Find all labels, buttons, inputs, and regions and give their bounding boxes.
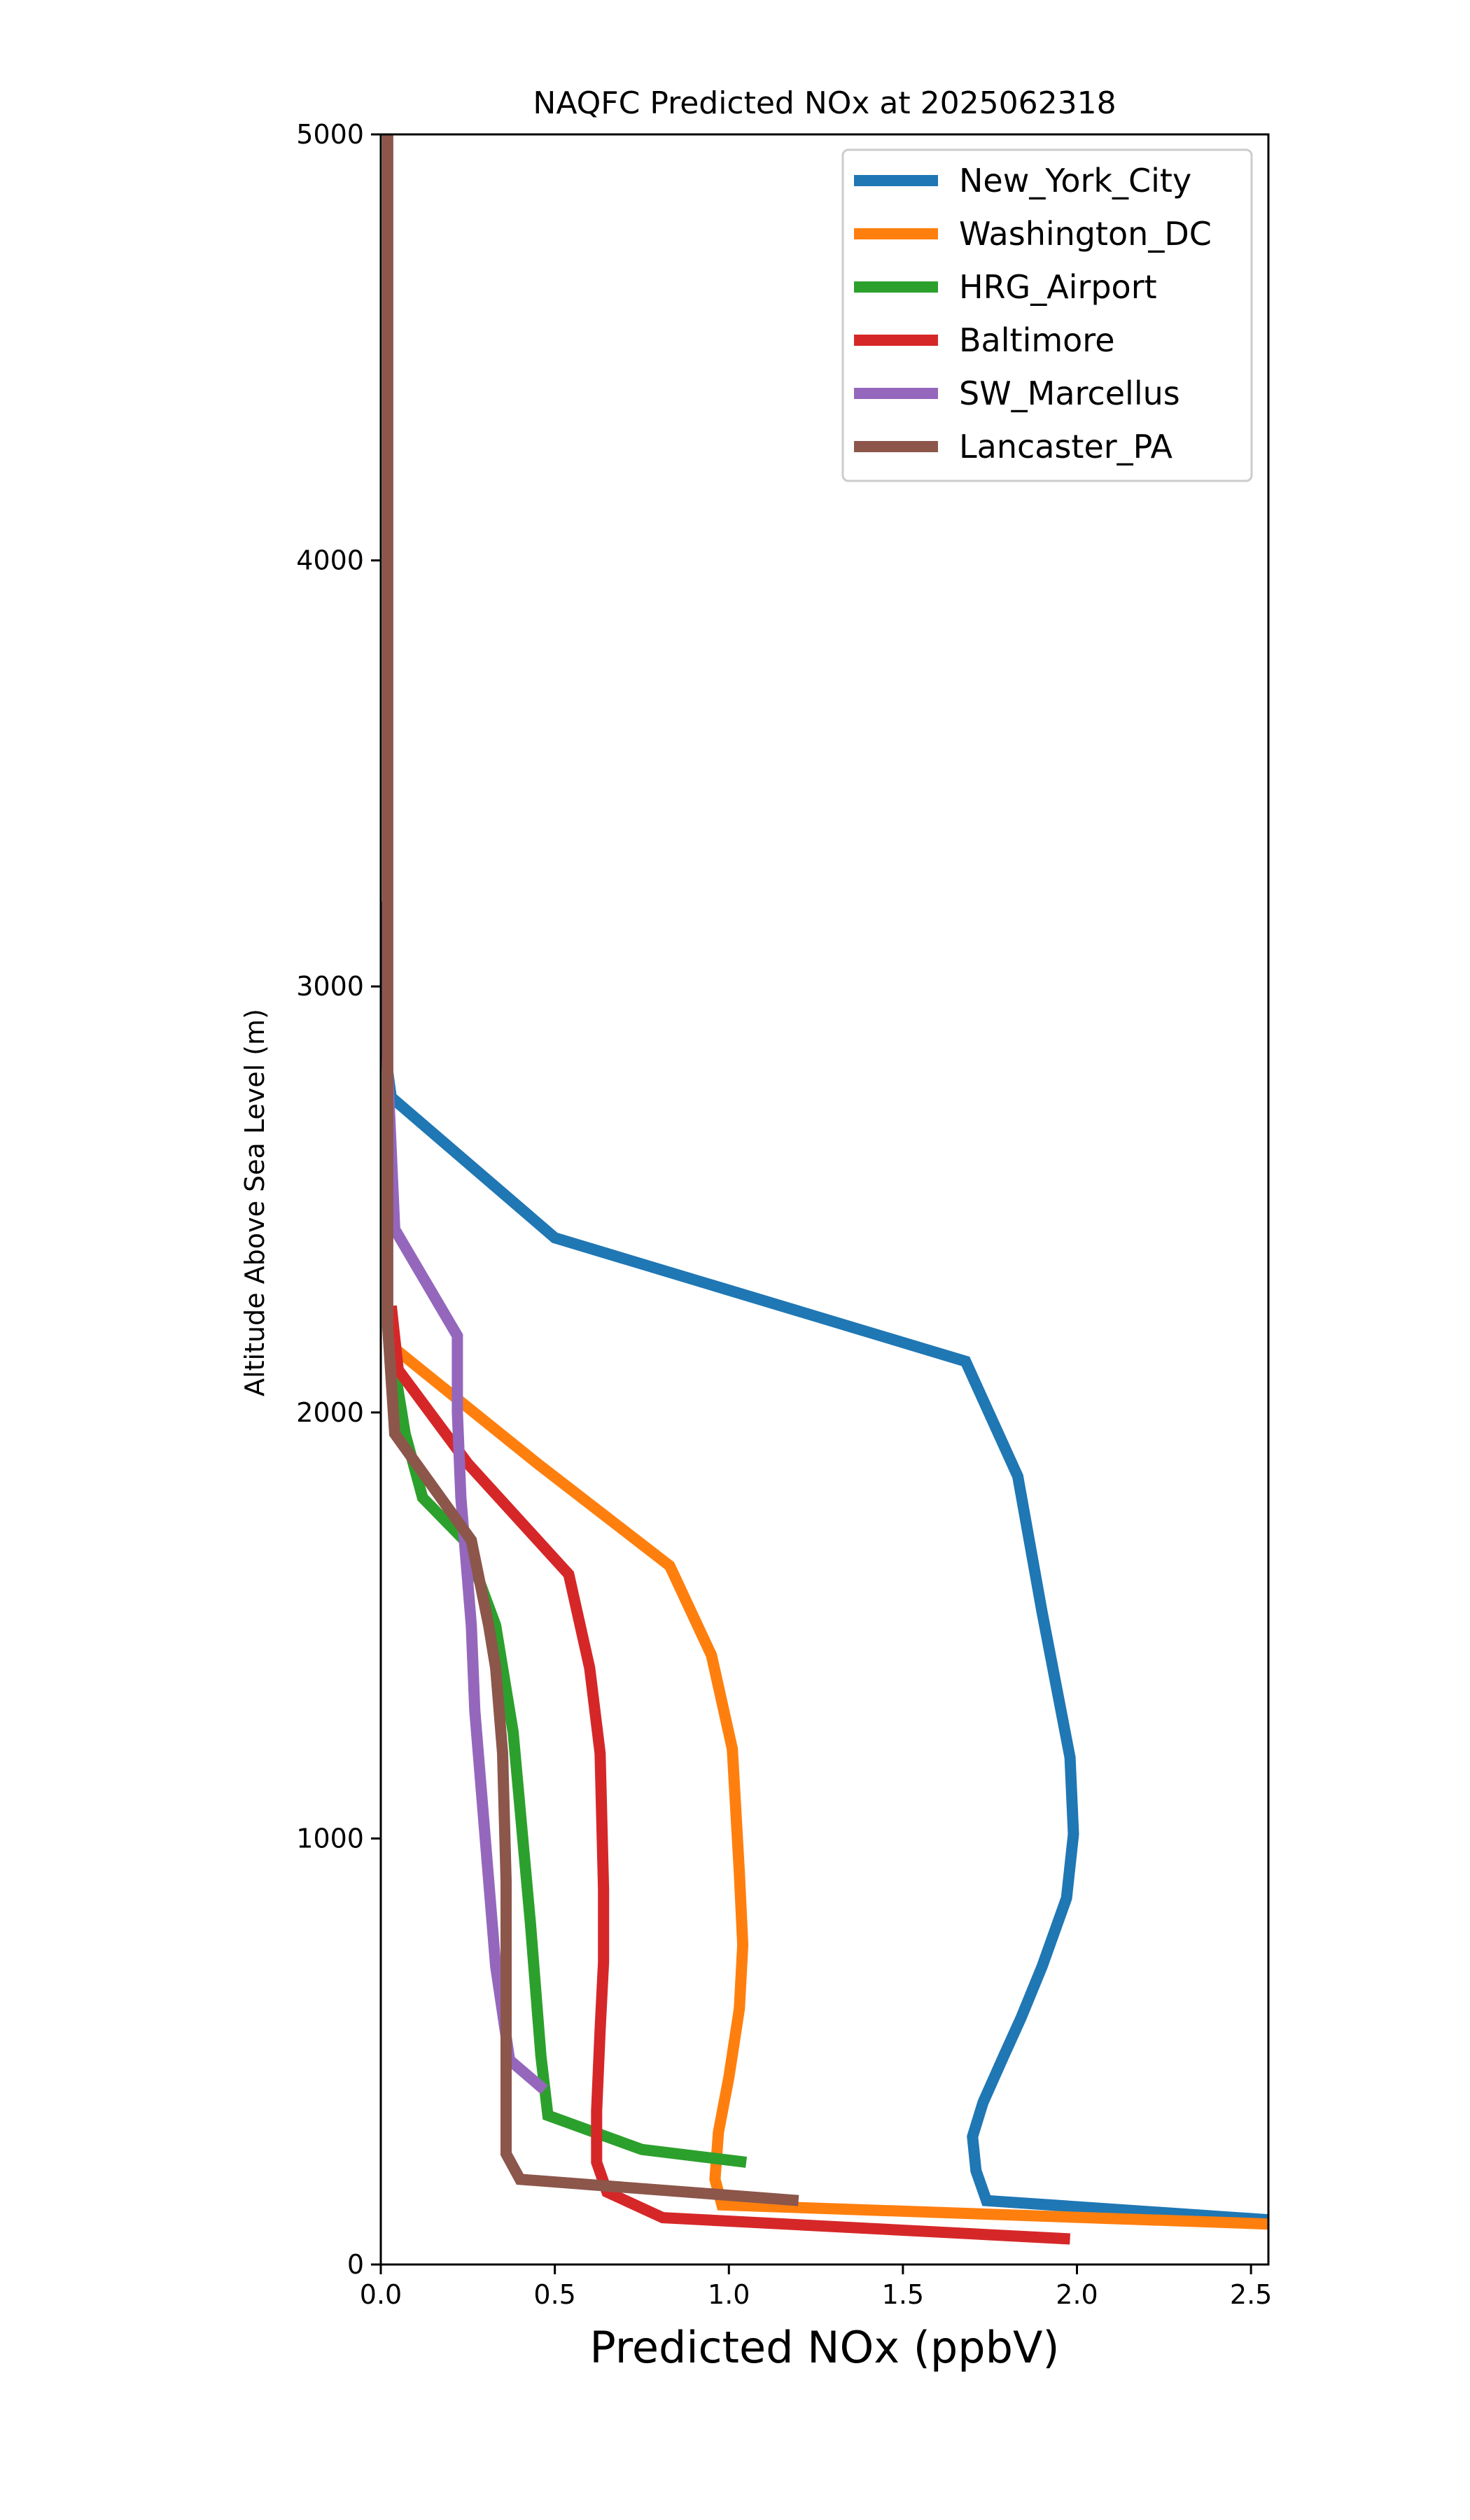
legend-label: SW_Marcellus	[959, 374, 1180, 412]
series-line-hrg-airport	[386, 1348, 748, 2168]
x-tick-label: 0.5	[533, 2279, 575, 2310]
legend-label: Lancaster_PA	[959, 428, 1172, 465]
legend-label: Baltimore	[959, 321, 1115, 359]
legend: New_York_City Washington_DC HRG_Airport Bal…	[841, 148, 1253, 482]
x-tick-label: 0.0	[360, 2279, 402, 2310]
chart-title: NAQFC Predicted NOx at 2025062318	[533, 85, 1116, 121]
y-tick-label: 0	[347, 2249, 364, 2280]
y-tick-label: 1000	[296, 1823, 364, 1854]
series-line-lancaster-pa	[382, 134, 799, 2206]
x-axis-label: Predicted NOx (ppbV)	[589, 2322, 1059, 2373]
y-tick-label: 4000	[296, 545, 364, 576]
series-lines	[381, 134, 1268, 2245]
series-line-washington-dc	[382, 1305, 1268, 2230]
legend-label: New_York_City	[959, 162, 1191, 200]
y-axis-label: Altitude Above Sea Level (m)	[239, 1009, 270, 1396]
x-tick-label: 1.5	[882, 2279, 924, 2310]
y-tick-label: 2000	[296, 1397, 364, 1428]
x-tick-label: 2.0	[1056, 2279, 1098, 2310]
x-tick-label: 1.0	[708, 2279, 750, 2310]
legend-frame	[841, 148, 1253, 482]
y-tick-label: 3000	[296, 971, 364, 1002]
series-line-sw-marcellus	[381, 901, 548, 2094]
y-tick-label: 5000	[296, 119, 364, 150]
legend-label: Washington_DC	[959, 215, 1212, 253]
axes: 0.0 0.5 1.0 1.5 2.0 2.5 0 1000 2000 3000 4000 5000	[296, 119, 1272, 2310]
x-tick-label: 2.5	[1230, 2279, 1272, 2310]
legend-label: HRG_Airport	[959, 268, 1157, 306]
series-line-new-york-city	[382, 1070, 1268, 2226]
plot-frame	[379, 133, 1270, 2266]
plot-area	[381, 134, 1268, 2245]
